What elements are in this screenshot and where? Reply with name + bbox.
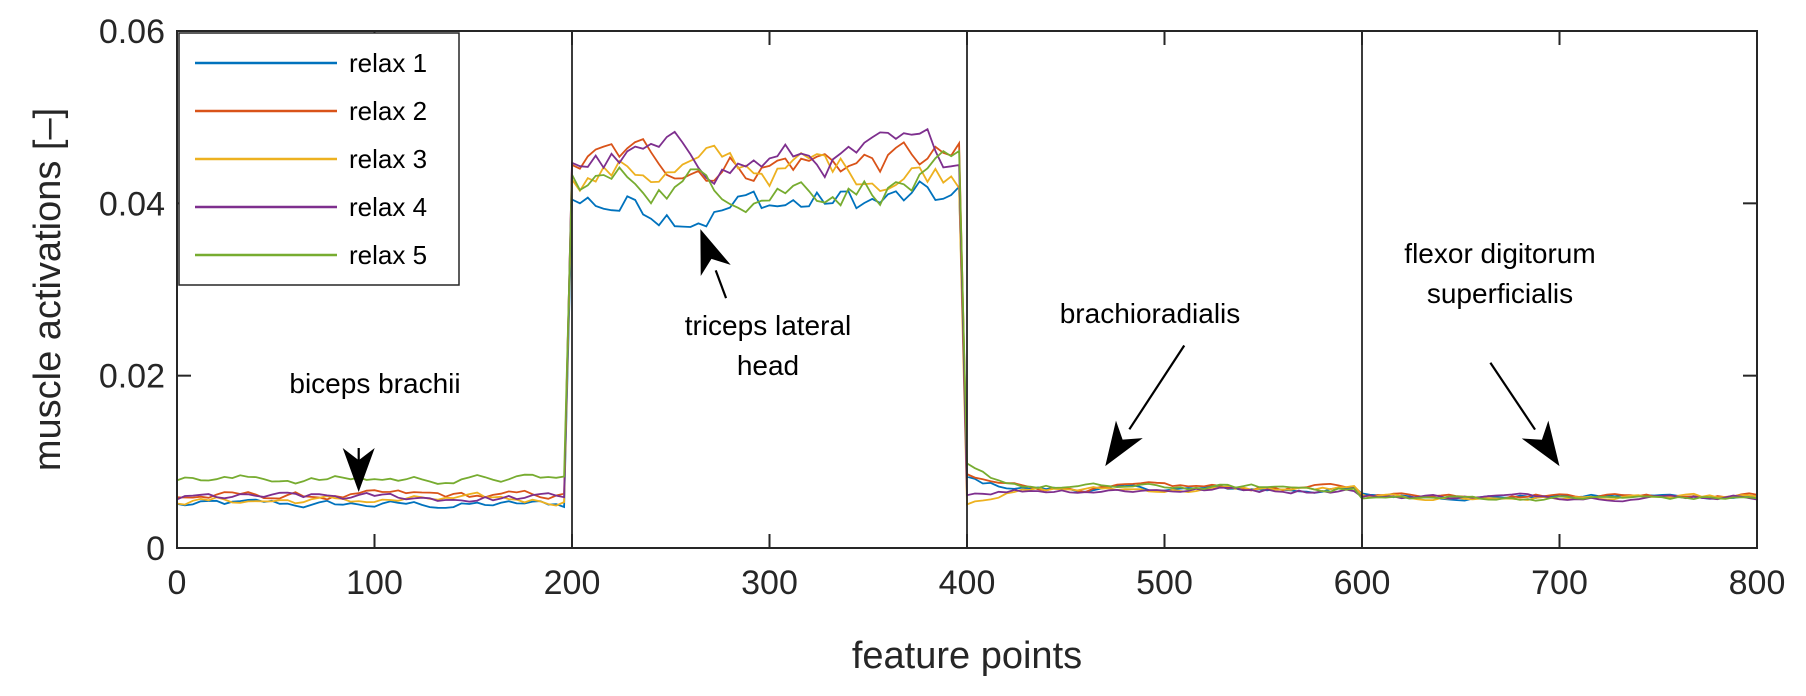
annotation-arrow-4 (1489, 362, 1560, 467)
tick-layer: 0 100 200 300 400 500 600 700 800 0 0.02 0.04 0.06 (99, 13, 1786, 602)
annotation-arrow-2 (700, 229, 731, 299)
y-tick-label: 0 (146, 530, 165, 568)
annotation-arrow-3 (1105, 344, 1186, 467)
x-axis-title: feature points (852, 635, 1082, 677)
x-tick-label: 600 (1334, 564, 1391, 602)
x-tick-label: 200 (544, 564, 601, 602)
x-tick-label: 100 (346, 564, 403, 602)
annotation-label-1: biceps brachii (289, 368, 460, 399)
annotation-layer: biceps brachii triceps lateral head brachio… (289, 229, 1596, 492)
annotation-label-2: head (737, 350, 799, 381)
x-tick-label: 0 (168, 564, 187, 602)
legend-label: relax 5 (349, 240, 427, 270)
legend-label: relax 3 (349, 144, 427, 174)
legend-label: relax 1 (349, 48, 427, 78)
legend-item-3[interactable]: relax 3 (195, 144, 427, 174)
x-tick-label: 400 (939, 564, 996, 602)
annotation-label-4: flexor digitorum (1404, 238, 1595, 269)
x-tick-label: 700 (1531, 564, 1588, 602)
annotation-label-3: brachioradialis (1060, 298, 1241, 329)
legend-item-2[interactable]: relax 2 (195, 96, 427, 126)
x-tick-label: 300 (741, 564, 798, 602)
x-tick-label: 800 (1729, 564, 1786, 602)
legend-label: relax 4 (349, 192, 427, 222)
annotation-label-2: triceps lateral (685, 310, 852, 341)
legend-label: relax 2 (349, 96, 427, 126)
annotation-arrow-1 (342, 447, 375, 492)
legend[interactable]: relax 1 relax 2 relax 3 relax 4 relax 5 (178, 32, 460, 286)
y-tick-label: 0.02 (99, 358, 165, 396)
divider-layer (571, 31, 1363, 548)
y-tick-label: 0.04 (99, 185, 165, 223)
annotation-label-4: superficialis (1427, 278, 1573, 309)
x-tick-label: 500 (1136, 564, 1193, 602)
legend-item-4[interactable]: relax 4 (195, 192, 427, 222)
legend-item-5[interactable]: relax 5 (195, 240, 427, 270)
y-axis-title: muscle activations [–] (27, 108, 69, 471)
y-tick-label: 0.06 (99, 13, 165, 51)
legend-item-1[interactable]: relax 1 (195, 48, 427, 78)
